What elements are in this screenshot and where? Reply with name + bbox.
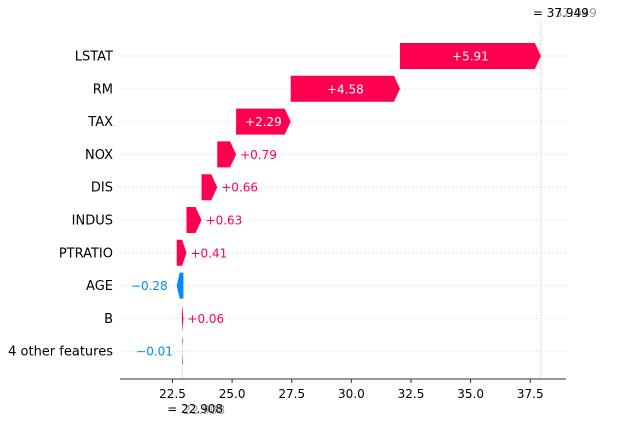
value-label: −0.28 (131, 279, 168, 293)
x-tick-label: 27.5 (278, 387, 305, 401)
bar-indus (186, 207, 202, 233)
value-label: +0.66 (221, 181, 258, 195)
bar-tax (236, 108, 291, 135)
x-tick-label: 35.0 (457, 387, 484, 401)
feature-label: DIS (91, 181, 113, 196)
base-value-label: = 22.908 (167, 402, 223, 416)
base-value-ghost-label: 22.908 (183, 403, 225, 417)
value-label: +0.63 (206, 214, 243, 228)
bar-4-other-features (181, 338, 184, 365)
bar-dis (201, 174, 218, 201)
final-value-ghost-label: 37.949 (555, 6, 597, 20)
feature-label: TAX (87, 115, 113, 130)
x-tick-label: 22.5 (159, 387, 186, 401)
x-tick-label: 30.0 (338, 387, 365, 401)
value-label: +0.06 (187, 312, 224, 326)
x-tick-label: 25.0 (219, 387, 246, 401)
x-tick-label: 32.5 (398, 387, 425, 401)
value-label: −0.01 (136, 345, 173, 359)
final-value-label: = 37.949 (533, 6, 589, 20)
bar-b (181, 305, 184, 332)
feature-label: AGE (86, 279, 113, 294)
value-label: +5.91 (452, 50, 489, 64)
feature-label: 4 other features (8, 345, 113, 360)
feature-label: RM (93, 82, 113, 97)
value-label: +0.41 (190, 246, 227, 260)
feature-label: INDUS (72, 214, 113, 229)
value-label: +4.58 (327, 82, 364, 96)
value-label: +2.29 (245, 115, 282, 129)
bar-rm (290, 75, 400, 102)
bar-lstat (399, 43, 541, 69)
bar-ptratio (176, 239, 187, 266)
feature-label: LSTAT (75, 50, 113, 65)
bar-age (176, 272, 184, 299)
feature-label: PTRATIO (59, 246, 113, 261)
x-tick-label: 37.5 (517, 387, 544, 401)
feature-label: NOX (85, 148, 113, 163)
bar-nox (217, 141, 237, 168)
feature-label: B (104, 312, 113, 327)
value-label: +0.79 (240, 148, 277, 162)
